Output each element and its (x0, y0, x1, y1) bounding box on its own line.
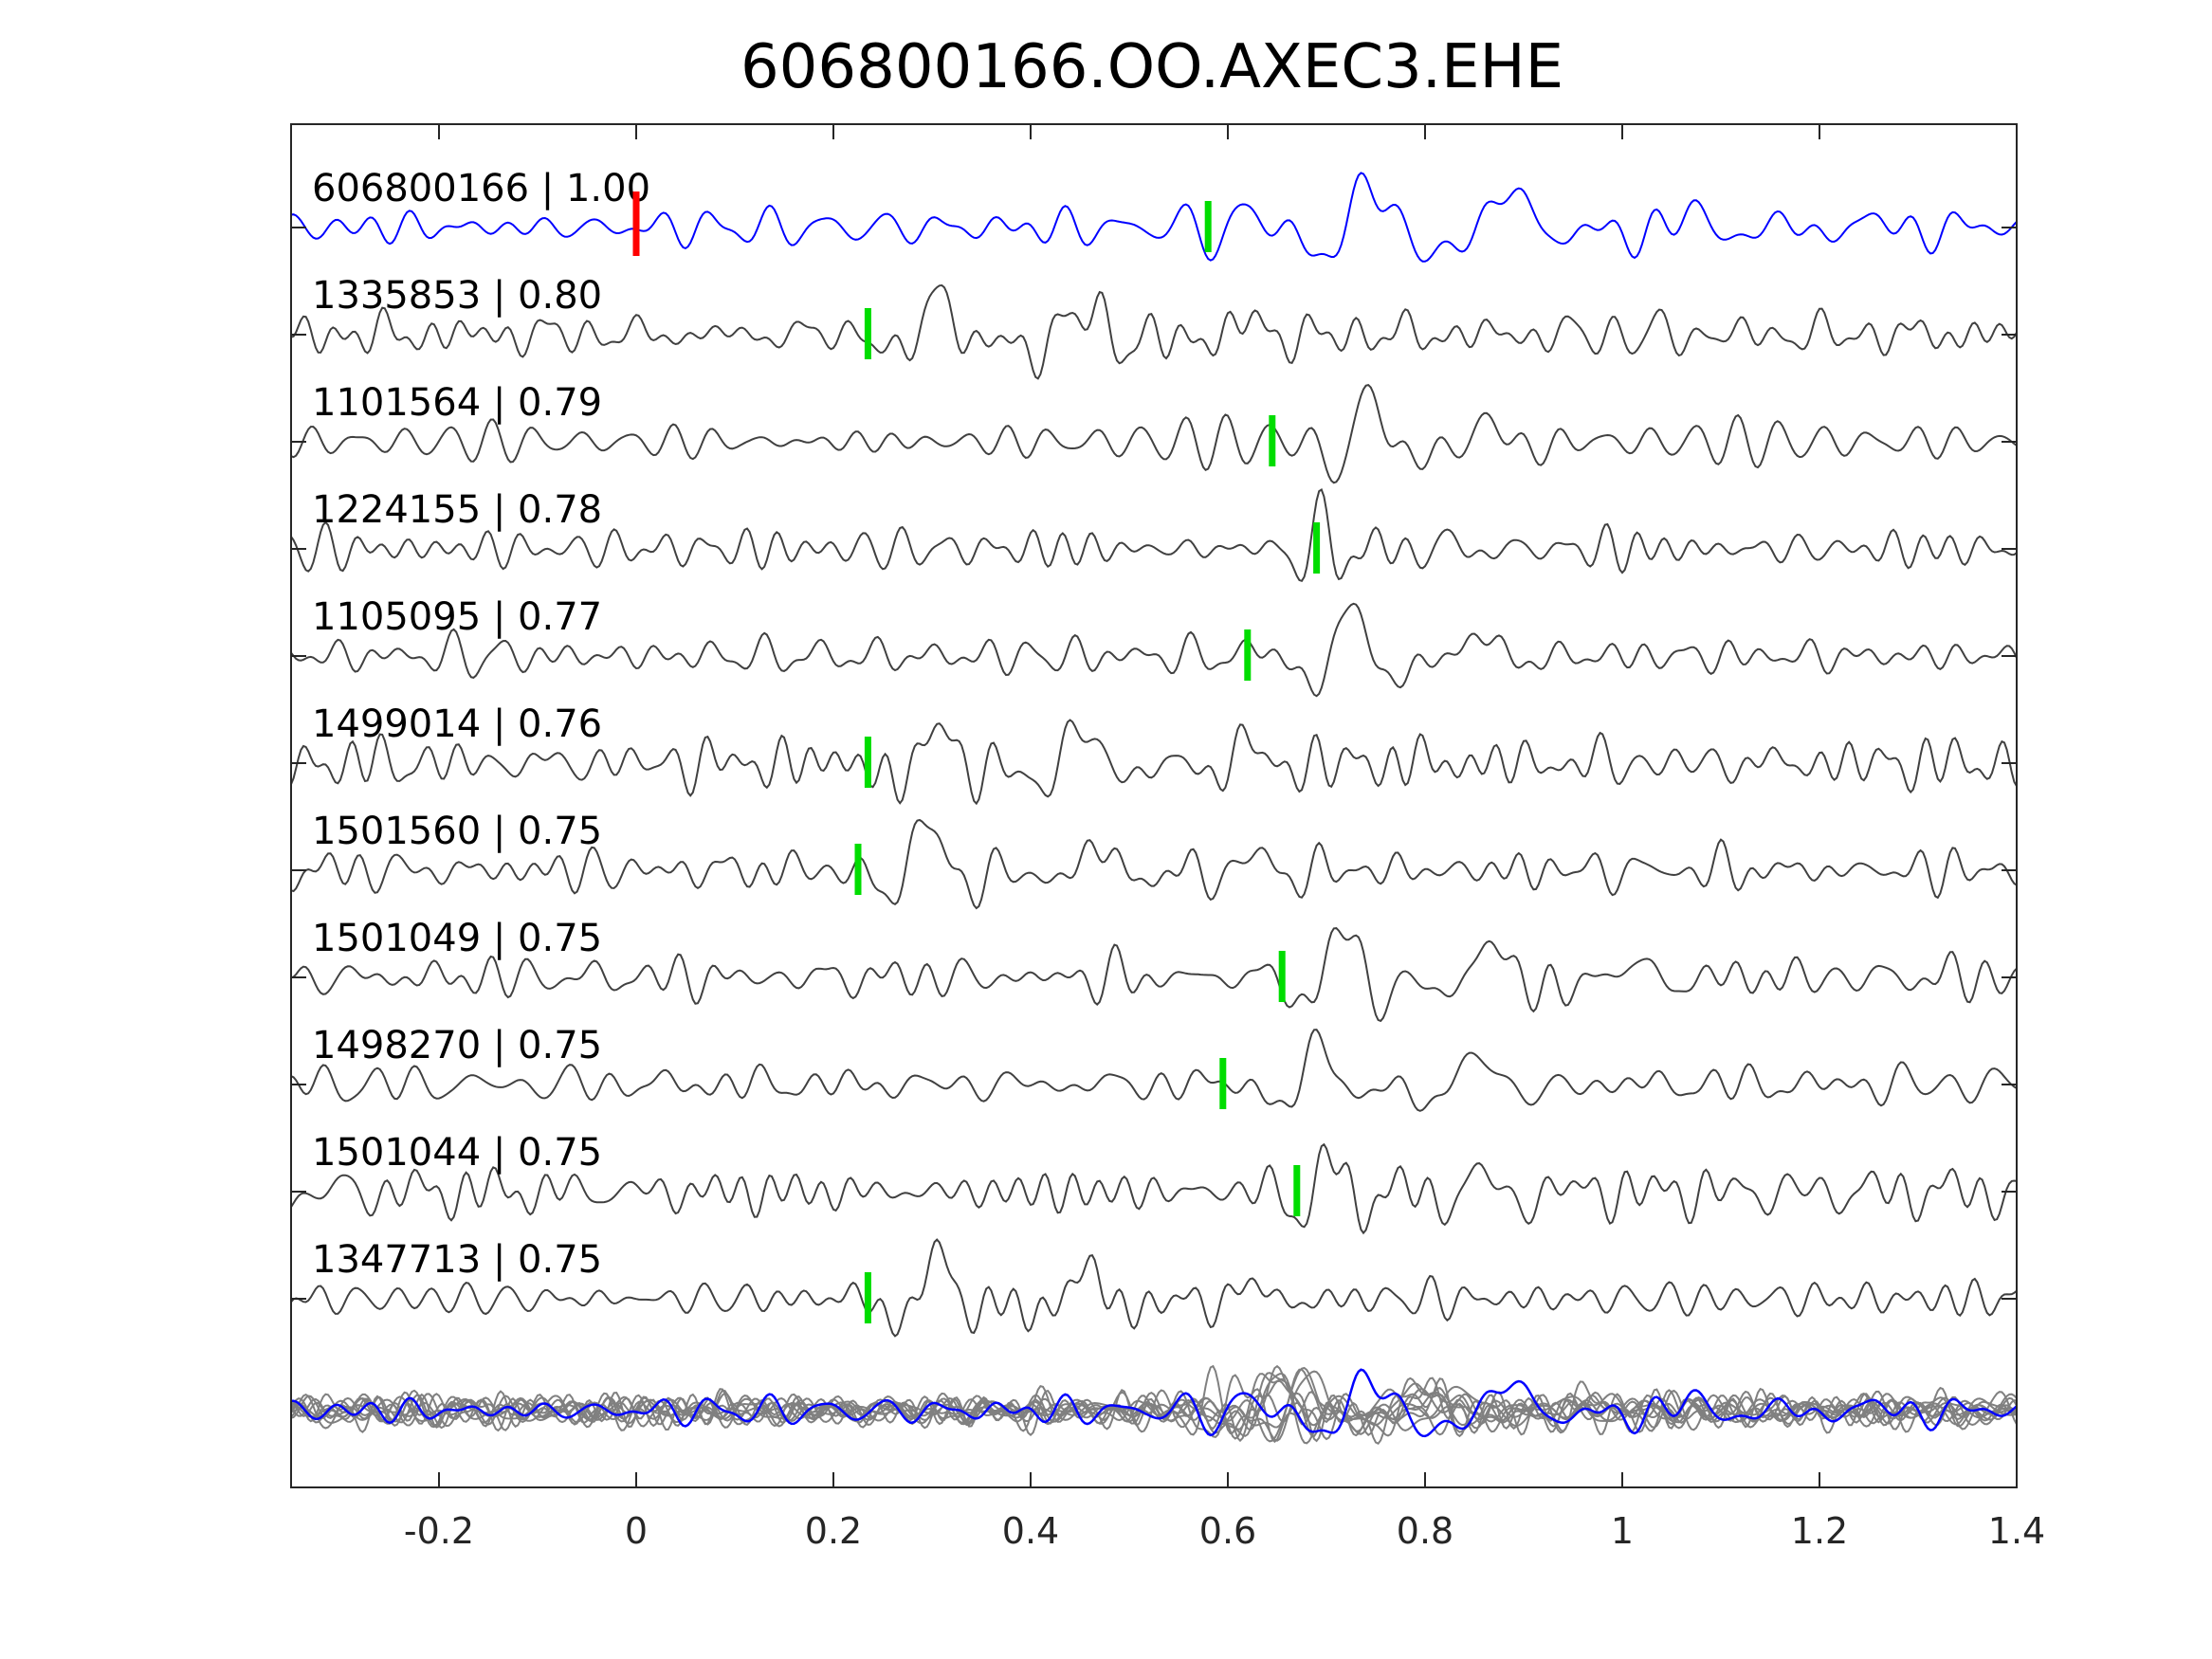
chart-title: 606800166.OO.AXEC3.EHE (740, 32, 1563, 102)
trace-label: 1101564 | 0.79 (312, 381, 602, 425)
trace-8: 1498270 | 0.75 (290, 1024, 2018, 1112)
x-tick-label: 1 (1611, 1510, 1634, 1552)
trace-2: 1101564 | 0.79 (290, 381, 2018, 484)
trace-label: 1499014 | 0.76 (312, 702, 602, 746)
x-tick-label: -0.2 (404, 1510, 474, 1552)
trace-5: 1499014 | 0.76 (290, 702, 2018, 806)
trace-label: 606800166 | 1.00 (312, 167, 650, 210)
waveform-line (290, 172, 2018, 263)
trace-4: 1105095 | 0.77 (290, 595, 2018, 698)
x-tick-label: 0.6 (1199, 1510, 1256, 1552)
x-tick-label: 0.4 (1002, 1510, 1059, 1552)
waveform-line (290, 818, 2018, 910)
x-tick-label: 0 (625, 1510, 648, 1552)
trace-group: 606800166 | 1.00 1335853 | 0.80 1101564 | … (290, 167, 2018, 1338)
trace-label: 1105095 | 0.77 (312, 595, 602, 639)
waveform-line (290, 1238, 2018, 1338)
trace-9: 1501044 | 0.75 (290, 1131, 2018, 1235)
trace-1: 1335853 | 0.80 (290, 274, 2018, 380)
x-tick-label: 0.8 (1397, 1510, 1453, 1552)
trace-3: 1224155 | 0.78 (290, 488, 2018, 583)
waveform-line (290, 283, 2018, 380)
x-tick-label: 1.2 (1791, 1510, 1848, 1552)
waveform-line (290, 1142, 2018, 1235)
x-tick-label: 1.4 (1988, 1510, 2045, 1552)
stack-panel (290, 1364, 2018, 1445)
trace-label: 1498270 | 0.75 (312, 1024, 602, 1067)
trace-6: 1501560 | 0.75 (290, 810, 2018, 910)
x-axis-ticks: -0.2 0 0.2 0.4 0.6 0.8 1 1.2 1.4 (404, 124, 2045, 1552)
trace-label: 1501044 | 0.75 (312, 1131, 602, 1175)
trace-label: 1224155 | 0.78 (312, 488, 602, 532)
waveform-line (290, 488, 2018, 583)
trace-label: 1501560 | 0.75 (312, 810, 602, 853)
waveform-line (290, 1029, 2018, 1112)
trace-label: 1335853 | 0.80 (312, 274, 602, 318)
trace-label: 1501049 | 0.75 (312, 917, 602, 960)
plot-frame (290, 123, 2018, 1488)
waveform-line (290, 602, 2018, 698)
trace-7: 1501049 | 0.75 (290, 917, 2018, 1023)
trace-label: 1347713 | 0.75 (312, 1238, 602, 1282)
stacked-waveform (290, 1364, 2018, 1440)
trace-0: 606800166 | 1.00 (290, 167, 2018, 263)
axes (290, 123, 2018, 1488)
x-tick-label: 0.2 (805, 1510, 862, 1552)
stacked-master-waveform (290, 1368, 2018, 1438)
waveform-line (290, 719, 2018, 806)
trace-10: 1347713 | 0.75 (290, 1238, 2018, 1338)
waveform-line (290, 383, 2018, 484)
waveform-line (290, 927, 2018, 1023)
